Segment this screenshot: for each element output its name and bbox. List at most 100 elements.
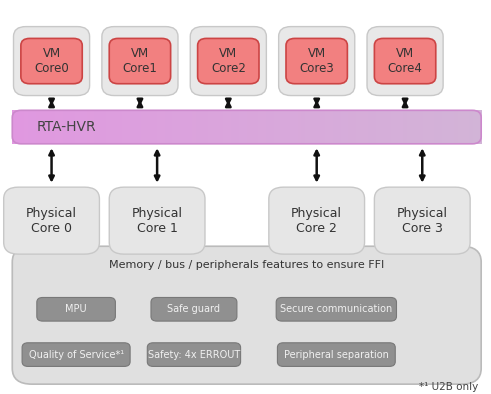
Bar xyxy=(333,110,337,144)
FancyBboxPatch shape xyxy=(277,343,395,366)
Bar xyxy=(360,110,364,144)
Bar xyxy=(329,110,333,144)
Bar xyxy=(141,110,146,144)
Bar xyxy=(106,110,110,144)
Text: VM
Core2: VM Core2 xyxy=(211,47,246,75)
Text: Quality of Service*¹: Quality of Service*¹ xyxy=(28,349,124,360)
Bar xyxy=(262,110,267,144)
Bar xyxy=(391,110,396,144)
Bar xyxy=(36,110,40,144)
Bar xyxy=(149,110,153,144)
Text: RTA-HVR: RTA-HVR xyxy=(37,120,96,134)
Bar xyxy=(395,110,400,144)
Bar xyxy=(48,110,52,144)
Bar xyxy=(114,110,118,144)
Bar xyxy=(419,110,423,144)
Bar xyxy=(16,110,21,144)
FancyBboxPatch shape xyxy=(367,27,443,96)
Bar xyxy=(352,110,356,144)
Bar xyxy=(376,110,380,144)
Bar xyxy=(24,110,28,144)
FancyBboxPatch shape xyxy=(109,39,170,84)
Bar xyxy=(192,110,196,144)
Bar xyxy=(180,110,185,144)
Bar xyxy=(403,110,408,144)
Bar xyxy=(298,110,302,144)
Bar xyxy=(219,110,224,144)
Bar xyxy=(231,110,236,144)
Bar xyxy=(407,110,411,144)
Bar xyxy=(212,110,216,144)
Bar xyxy=(438,110,442,144)
Bar xyxy=(434,110,438,144)
Bar xyxy=(246,110,251,144)
FancyBboxPatch shape xyxy=(109,187,205,254)
Bar xyxy=(286,110,290,144)
Bar xyxy=(387,110,392,144)
Bar xyxy=(258,110,263,144)
Text: VM
Core0: VM Core0 xyxy=(34,47,69,75)
Text: Physical
Core 0: Physical Core 0 xyxy=(26,206,77,235)
Bar xyxy=(301,110,306,144)
Bar xyxy=(130,110,134,144)
Bar xyxy=(321,110,326,144)
Bar xyxy=(431,110,435,144)
Bar xyxy=(473,110,478,144)
Text: VM
Core1: VM Core1 xyxy=(122,47,158,75)
FancyBboxPatch shape xyxy=(12,246,481,384)
Bar xyxy=(71,110,75,144)
Bar xyxy=(216,110,220,144)
Bar xyxy=(446,110,450,144)
FancyBboxPatch shape xyxy=(374,187,470,254)
Bar xyxy=(239,110,244,144)
FancyBboxPatch shape xyxy=(197,39,259,84)
FancyBboxPatch shape xyxy=(3,187,99,254)
Bar xyxy=(317,110,322,144)
Bar xyxy=(90,110,95,144)
Bar xyxy=(59,110,63,144)
Bar xyxy=(145,110,150,144)
Bar xyxy=(415,110,419,144)
Bar xyxy=(86,110,91,144)
FancyBboxPatch shape xyxy=(374,39,436,84)
Bar xyxy=(270,110,274,144)
Bar xyxy=(290,110,294,144)
Bar xyxy=(380,110,384,144)
Bar xyxy=(423,110,427,144)
Bar xyxy=(309,110,314,144)
FancyBboxPatch shape xyxy=(13,27,89,96)
Bar xyxy=(427,110,431,144)
Bar xyxy=(79,110,83,144)
Bar xyxy=(32,110,36,144)
Text: MPU: MPU xyxy=(65,304,87,314)
Text: Memory / bus / peripherals features to ensure FFI: Memory / bus / peripherals features to e… xyxy=(109,260,384,270)
Bar xyxy=(250,110,255,144)
Bar xyxy=(161,110,165,144)
Text: Peripheral separation: Peripheral separation xyxy=(284,349,389,360)
Bar xyxy=(52,110,56,144)
FancyBboxPatch shape xyxy=(102,27,178,96)
Bar xyxy=(196,110,200,144)
Bar xyxy=(477,110,482,144)
Bar xyxy=(372,110,376,144)
Bar xyxy=(450,110,454,144)
Text: Physical
Core 3: Physical Core 3 xyxy=(397,206,448,235)
Bar xyxy=(344,110,349,144)
Bar xyxy=(157,110,161,144)
Bar xyxy=(465,110,470,144)
Bar xyxy=(341,110,345,144)
Bar xyxy=(325,110,329,144)
Bar xyxy=(188,110,192,144)
Text: Safe guard: Safe guard xyxy=(167,304,220,314)
Bar xyxy=(200,110,204,144)
Bar xyxy=(137,110,142,144)
Bar xyxy=(134,110,138,144)
Bar xyxy=(44,110,48,144)
Bar xyxy=(126,110,130,144)
Bar xyxy=(75,110,79,144)
Bar xyxy=(55,110,59,144)
Bar xyxy=(254,110,259,144)
Bar xyxy=(313,110,318,144)
Bar xyxy=(118,110,122,144)
Bar xyxy=(399,110,404,144)
